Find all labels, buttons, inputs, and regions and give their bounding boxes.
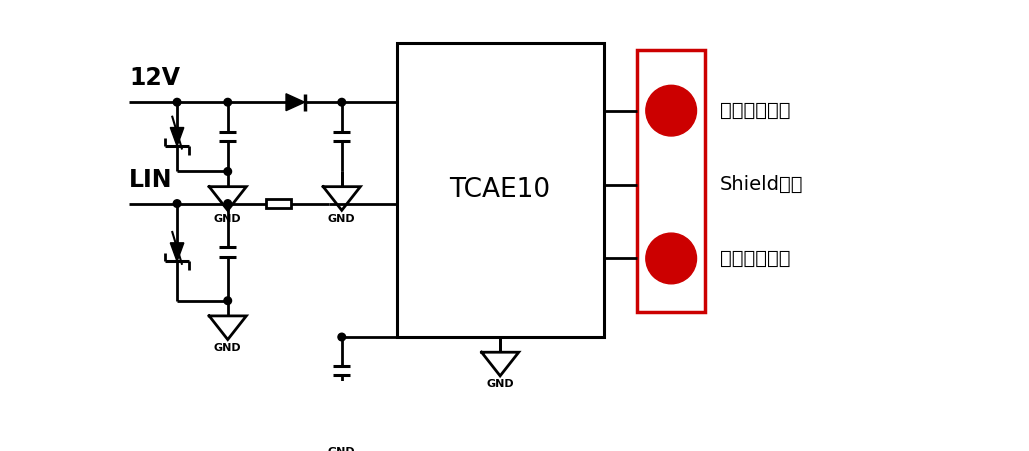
Polygon shape (171, 128, 184, 146)
Polygon shape (171, 243, 184, 262)
Text: LIN: LIN (129, 168, 173, 192)
Text: 闭锁触摸电极: 闭锁触摸电极 (720, 249, 790, 268)
Circle shape (338, 333, 346, 341)
Text: 12V: 12V (129, 66, 180, 90)
Circle shape (224, 168, 232, 175)
Text: GND: GND (487, 379, 513, 389)
Text: GND: GND (328, 214, 356, 224)
Bar (265, 199, 291, 208)
Circle shape (646, 85, 697, 136)
Bar (637, 50, 705, 312)
Circle shape (224, 98, 232, 106)
Text: Shield电极: Shield电极 (720, 175, 804, 194)
Circle shape (224, 297, 232, 304)
Text: GND: GND (328, 447, 356, 451)
Text: 开锁触摸电极: 开锁触摸电极 (720, 101, 790, 120)
Circle shape (173, 200, 181, 207)
Circle shape (173, 98, 181, 106)
Text: TCAE10: TCAE10 (450, 177, 551, 203)
Circle shape (646, 233, 697, 284)
Text: GND: GND (214, 343, 242, 353)
Polygon shape (286, 94, 305, 110)
Bar (396, 43, 604, 337)
Circle shape (224, 200, 232, 207)
Circle shape (338, 98, 346, 106)
Text: GND: GND (214, 214, 242, 224)
